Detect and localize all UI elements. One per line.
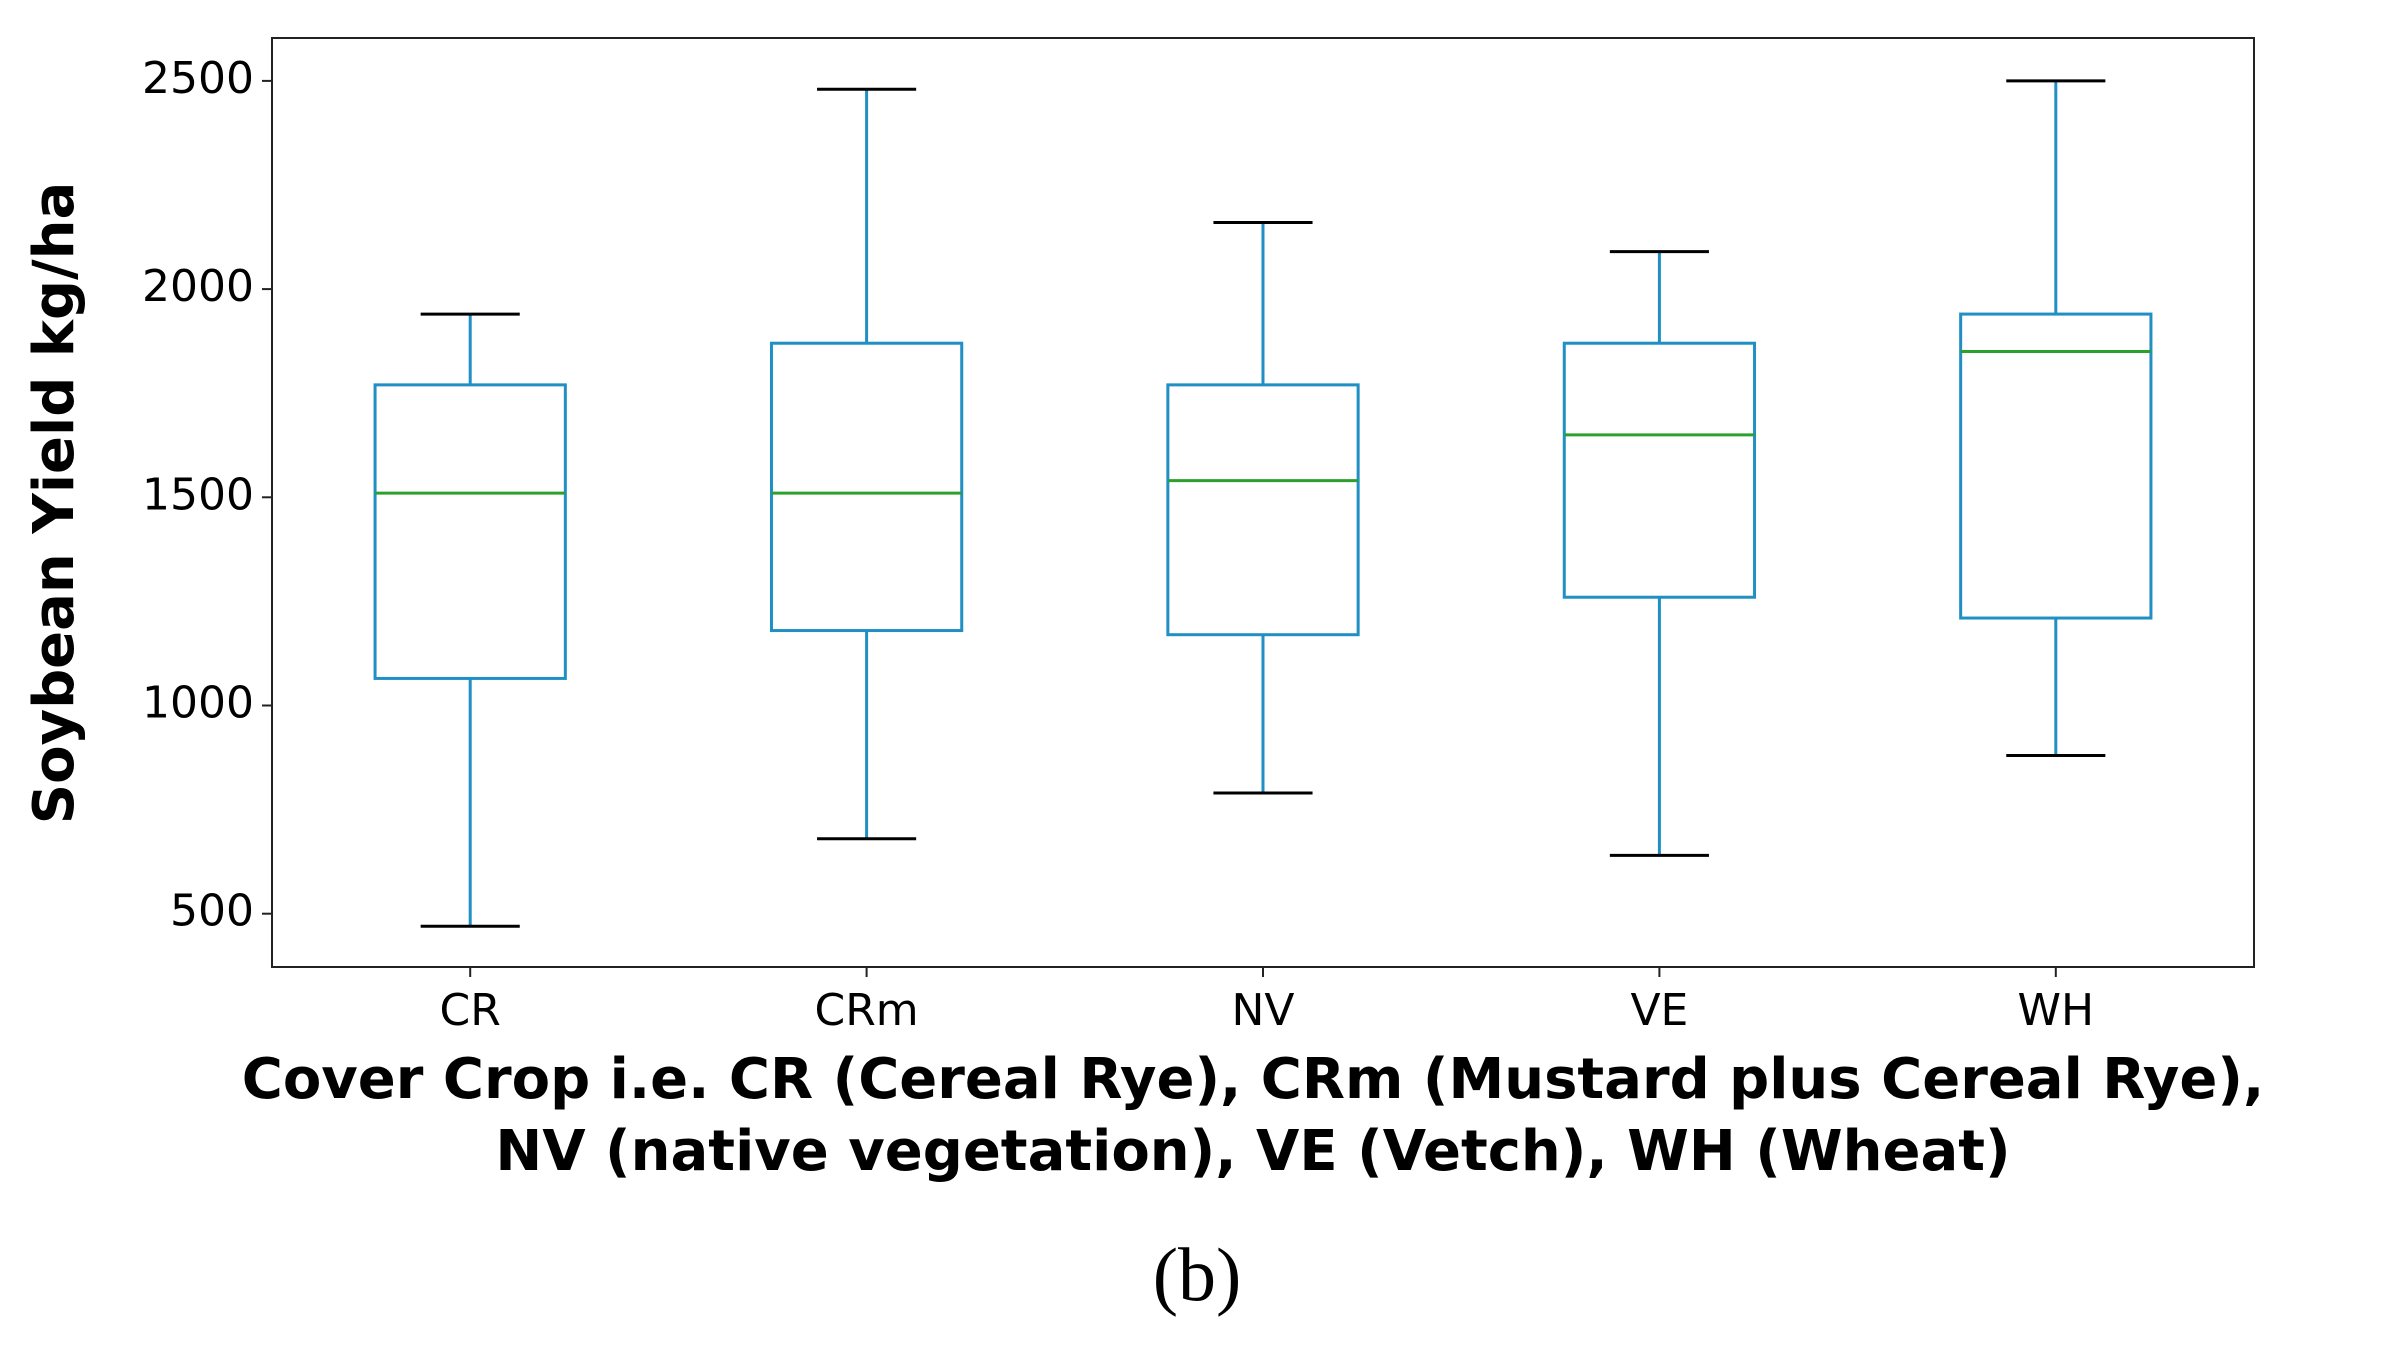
y-tick-label: 1000 <box>142 677 254 728</box>
x-tick-label: VE <box>1630 985 1688 1036</box>
y-tick-label: 500 <box>170 886 254 937</box>
box <box>1959 312 2153 620</box>
box <box>769 341 964 633</box>
box <box>1562 341 1757 599</box>
x-tick-label: CR <box>440 985 501 1036</box>
x-tick-label: CRm <box>815 985 919 1036</box>
x-axis-label: NV (native vegetation), VE (Vetch), WH (… <box>495 1119 2010 1184</box>
y-tick-label: 1500 <box>142 469 254 520</box>
x-tick-label: WH <box>2018 985 2095 1036</box>
box <box>373 383 567 680</box>
x-axis-label: Cover Crop i.e. CR (Cereal Rye), CRm (Mu… <box>242 1047 2265 1112</box>
y-axis-label: Soybean Yield kg/ha <box>22 182 87 824</box>
caption: (b) <box>1153 1233 1242 1317</box>
box <box>1166 383 1360 637</box>
x-tick-label: NV <box>1231 985 1294 1036</box>
plot-frame <box>271 37 2255 968</box>
y-tick-label: 2000 <box>142 261 254 312</box>
y-tick-label: 2500 <box>142 53 254 104</box>
